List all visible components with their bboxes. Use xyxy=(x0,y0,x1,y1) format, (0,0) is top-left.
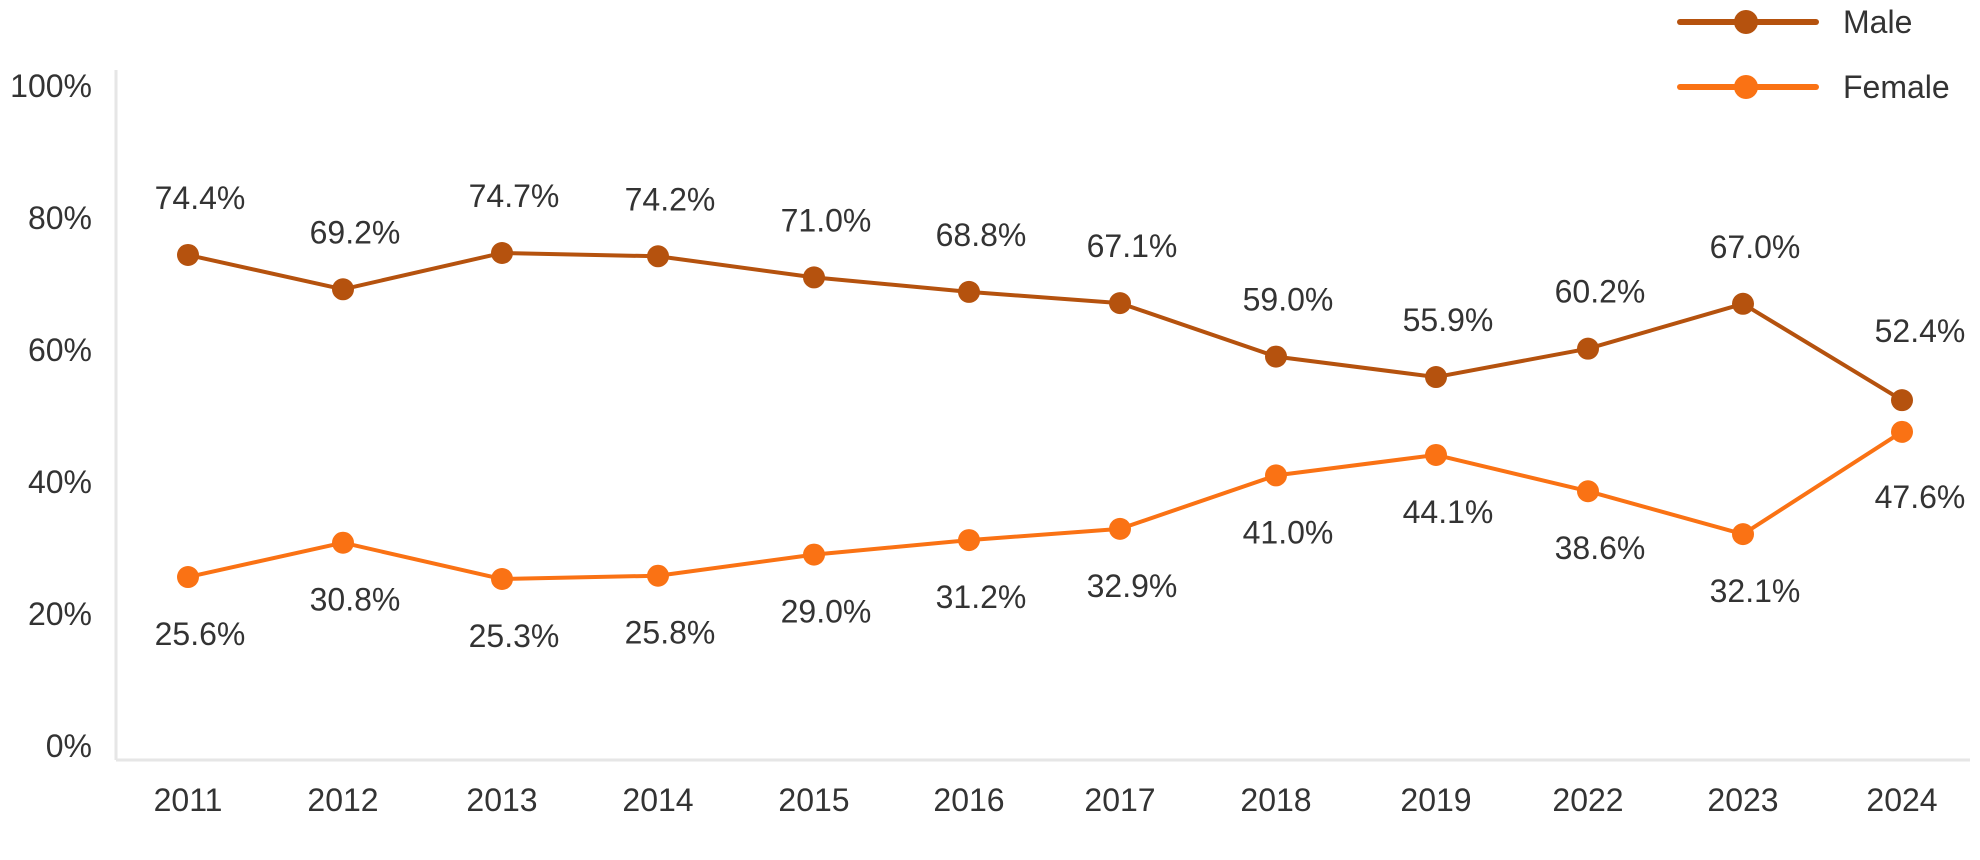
male-point xyxy=(1425,366,1447,389)
male-data-label: 74.2% xyxy=(625,181,716,217)
female-point xyxy=(803,543,825,566)
female-data-label: 31.2% xyxy=(936,579,1027,615)
y-tick-label: 80% xyxy=(28,200,92,236)
female-point xyxy=(647,564,669,587)
female-point xyxy=(177,566,199,589)
male-point xyxy=(1891,389,1913,412)
male-point xyxy=(958,280,980,303)
female-point xyxy=(332,531,354,554)
female-point xyxy=(491,568,513,591)
x-tick-label: 2018 xyxy=(1240,782,1311,818)
female-point xyxy=(1425,443,1447,466)
female-legend-marker xyxy=(1734,75,1758,99)
male-point xyxy=(177,243,199,266)
x-tick-label: 2015 xyxy=(778,782,849,818)
x-tick-label: 2017 xyxy=(1084,782,1155,818)
data-labels: 74.4% 69.2% 74.7% 74.2% 71.0% 68.8% 67.1% 59.0%… xyxy=(155,178,1966,654)
female-point xyxy=(1265,464,1287,487)
female-point xyxy=(958,529,980,552)
male-data-label: 67.0% xyxy=(1710,229,1801,265)
y-tick-label: 100% xyxy=(10,68,92,104)
male-data-label: 69.2% xyxy=(310,214,401,250)
male-data-label: 68.8% xyxy=(936,217,1027,253)
male-series-line xyxy=(187,250,1904,402)
x-tick-label: 2023 xyxy=(1707,782,1778,818)
female-point xyxy=(1577,480,1599,503)
male-data-label: 55.9% xyxy=(1403,302,1494,338)
male-data-label: 60.2% xyxy=(1555,274,1646,310)
male-legend-marker xyxy=(1734,10,1758,34)
y-axis-ticks: 0% 20% 40% 60% 80% 100% xyxy=(10,68,92,764)
male-legend-label: Male xyxy=(1843,4,1912,40)
y-tick-label: 40% xyxy=(28,464,92,500)
y-tick-label: 20% xyxy=(28,596,92,632)
female-data-label: 25.8% xyxy=(625,615,716,651)
x-tick-label: 2014 xyxy=(622,782,693,818)
male-point xyxy=(1577,337,1599,360)
x-tick-label: 2013 xyxy=(466,782,537,818)
legend: Male Female xyxy=(1677,4,1950,105)
female-point xyxy=(1732,523,1754,546)
x-tick-label: 2024 xyxy=(1866,782,1937,818)
male-point xyxy=(647,245,669,268)
male-point xyxy=(332,278,354,301)
male-data-label: 52.4% xyxy=(1875,313,1966,349)
female-data-label: 32.1% xyxy=(1710,573,1801,609)
female-series-line xyxy=(187,430,1904,582)
male-data-label: 71.0% xyxy=(781,202,872,238)
male-point xyxy=(1265,345,1287,368)
male-data-label: 74.7% xyxy=(469,178,560,214)
male-point xyxy=(1109,292,1131,315)
female-data-label: 38.6% xyxy=(1555,530,1646,566)
male-data-label: 59.0% xyxy=(1243,282,1334,318)
female-data-label: 29.0% xyxy=(781,594,872,630)
y-tick-label: 0% xyxy=(46,728,92,764)
x-axis-ticks: 2011 2012 2013 2014 2015 2016 2017 2018 2019 2022… xyxy=(154,782,1938,818)
female-data-label: 25.6% xyxy=(155,616,246,652)
axes xyxy=(114,70,1970,762)
male-point xyxy=(491,241,513,264)
female-data-label: 47.6% xyxy=(1875,479,1966,515)
x-tick-label: 2011 xyxy=(154,782,223,818)
x-tick-label: 2019 xyxy=(1400,782,1471,818)
x-tick-label: 2016 xyxy=(933,782,1004,818)
y-tick-label: 60% xyxy=(28,332,92,368)
female-point xyxy=(1891,420,1913,443)
male-data-label: 67.1% xyxy=(1087,228,1178,264)
x-tick-label: 2022 xyxy=(1552,782,1623,818)
female-legend-label: Female xyxy=(1843,69,1950,105)
female-data-label: 30.8% xyxy=(310,582,401,618)
series-layer xyxy=(177,241,1913,591)
female-data-label: 25.3% xyxy=(469,618,560,654)
female-point xyxy=(1109,517,1131,540)
male-point xyxy=(803,266,825,289)
female-data-label: 44.1% xyxy=(1403,494,1494,530)
x-tick-label: 2012 xyxy=(307,782,378,818)
female-data-label: 32.9% xyxy=(1087,568,1178,604)
male-data-label: 74.4% xyxy=(155,180,246,216)
female-data-label: 41.0% xyxy=(1243,514,1334,550)
male-point xyxy=(1732,292,1754,315)
